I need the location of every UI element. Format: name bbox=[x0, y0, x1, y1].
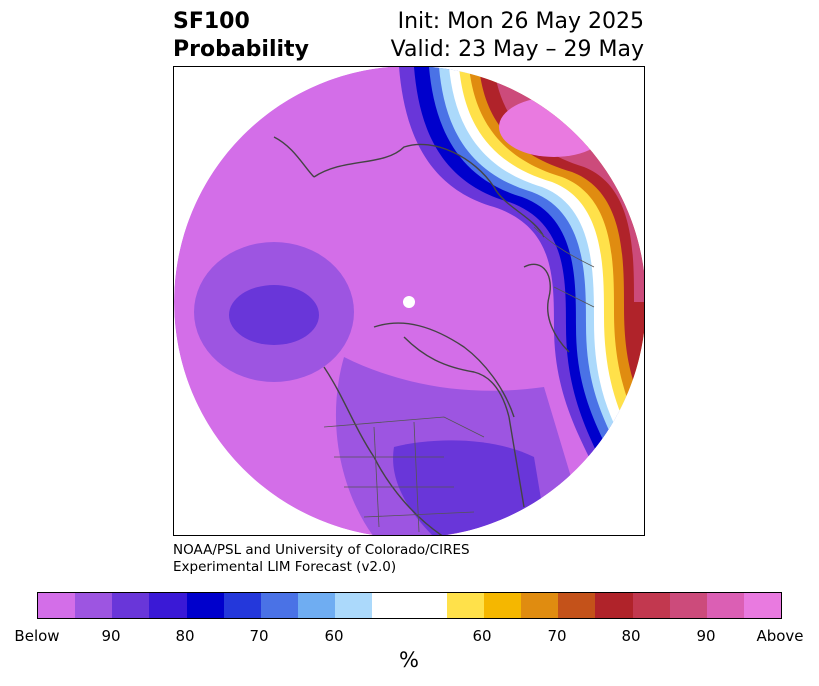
colorbar-segment bbox=[632, 593, 670, 618]
init-date: Init: Mon 26 May 2025 bbox=[397, 9, 644, 34]
colorbar-segment bbox=[669, 593, 707, 618]
colorbar-segment bbox=[372, 593, 410, 618]
colorbar-segment bbox=[706, 593, 744, 618]
map-title: SF100 Probability bbox=[173, 8, 309, 64]
colorbar-segment bbox=[446, 593, 484, 618]
title-variable: SF100 bbox=[173, 9, 250, 34]
title-type: Probability bbox=[173, 37, 309, 62]
colorbar-segment bbox=[38, 593, 76, 618]
map-mask bbox=[174, 67, 644, 535]
colorbar-tick-label: 70 bbox=[547, 627, 567, 645]
colorbar-segment bbox=[595, 593, 633, 618]
colorbar-tick-label: Above bbox=[756, 627, 804, 645]
colorbar-segment bbox=[186, 593, 224, 618]
colorbar-segment bbox=[112, 593, 150, 618]
colorbar-segment bbox=[260, 593, 299, 618]
map-panel bbox=[173, 66, 645, 536]
colorbar-segment bbox=[223, 593, 261, 618]
colorbar-segment bbox=[558, 593, 596, 618]
colorbar bbox=[37, 592, 782, 619]
colorbar-segment bbox=[743, 593, 782, 618]
colorbar-tick-label: Below bbox=[14, 627, 60, 645]
colorbar-segment bbox=[409, 593, 447, 618]
colorbar-segment bbox=[483, 593, 522, 618]
credit: NOAA/PSL and University of Colorado/CIRE… bbox=[173, 542, 470, 576]
colorbar-tick-label: 90 bbox=[696, 627, 716, 645]
colorbar-tick-label: 80 bbox=[175, 627, 195, 645]
borders bbox=[323, 226, 595, 533]
credit-line2: Experimental LIM Forecast (v2.0) bbox=[173, 559, 397, 575]
valid-range: Valid: 23 May – 29 May bbox=[390, 37, 644, 62]
pole-marker bbox=[403, 296, 415, 308]
credit-line1: NOAA/PSL and University of Colorado/CIRE… bbox=[173, 542, 470, 558]
colorbar-tick-label: 60 bbox=[472, 627, 492, 645]
pacific-anomaly-inner bbox=[229, 285, 319, 345]
colorbar-segment bbox=[521, 593, 559, 618]
colorbar-segment bbox=[298, 593, 336, 618]
polar-map bbox=[174, 67, 644, 535]
colorbar-segment bbox=[149, 593, 187, 618]
colorbar-tick-label: 90 bbox=[101, 627, 121, 645]
colorbar-units: % bbox=[399, 648, 419, 672]
colorbar-tick-label: 70 bbox=[249, 627, 269, 645]
map-dates: Init: Mon 26 May 2025 Valid: 23 May – 29… bbox=[391, 8, 644, 64]
colorbar-tick-label: 60 bbox=[324, 627, 344, 645]
colorbar-tick-label: 80 bbox=[621, 627, 641, 645]
colorbar-segment bbox=[335, 593, 373, 618]
na-anomaly-inner bbox=[393, 440, 544, 535]
colorbar-segment bbox=[75, 593, 113, 618]
